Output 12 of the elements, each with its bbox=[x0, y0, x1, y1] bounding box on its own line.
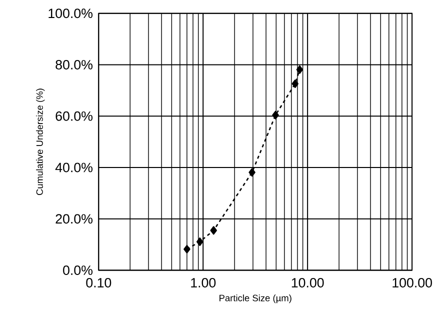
x-tick-label: 0.10 bbox=[86, 278, 112, 288]
y-tick-label: 100.0% bbox=[48, 8, 92, 18]
y-tick-label: 0.0% bbox=[63, 266, 92, 276]
y-tick-label: 40.0% bbox=[55, 162, 92, 172]
x-axis-title: Particle Size (µm) bbox=[220, 294, 292, 304]
y-tick-label: 80.0% bbox=[56, 60, 92, 70]
y-tick-label: 20.0% bbox=[56, 214, 92, 224]
x-tick-label: 10.00 bbox=[292, 278, 324, 288]
y-axis-title: Cumulative Undersize (%) bbox=[36, 88, 45, 196]
x-tick-label: 100.00 bbox=[392, 278, 432, 288]
x-tick-label: 1.00 bbox=[191, 278, 216, 288]
y-tick-label: 60.0% bbox=[56, 112, 92, 121]
